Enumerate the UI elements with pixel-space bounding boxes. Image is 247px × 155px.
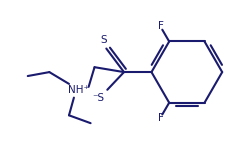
Text: ⁻S: ⁻S xyxy=(92,93,104,103)
Text: NH⁺: NH⁺ xyxy=(68,85,89,95)
Text: S: S xyxy=(100,35,107,45)
Text: F: F xyxy=(158,113,164,123)
Text: F: F xyxy=(158,21,164,31)
